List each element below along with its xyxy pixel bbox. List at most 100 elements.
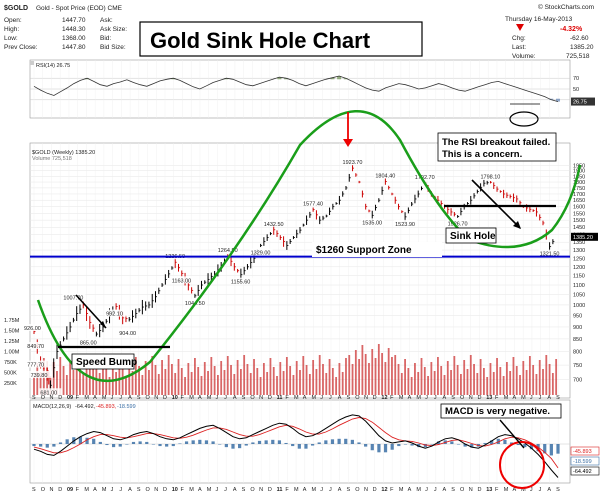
macd-histogram-bar <box>437 441 441 444</box>
macd-histogram-bar <box>165 444 169 447</box>
rsi-y-tick: 70 <box>573 76 579 82</box>
volume-bars <box>33 344 558 395</box>
price-y-tick: 950 <box>573 314 582 320</box>
price-x-tick: A <box>338 395 342 401</box>
macd-histogram-bar <box>277 440 282 444</box>
volume-bar <box>79 365 81 395</box>
macd-x-tick: D <box>58 487 62 493</box>
speed-bump-label: Speed Bump <box>76 357 137 368</box>
volume-y-tick: 500K <box>4 371 17 377</box>
price-label-bg <box>26 360 50 368</box>
volume-bar <box>545 355 548 395</box>
price-x-tick: 11 <box>277 395 283 401</box>
macd-histogram-bar <box>377 444 381 453</box>
volume-bar <box>414 363 416 395</box>
price-y-tick: 1050 <box>573 293 585 299</box>
volume-bar <box>535 374 538 395</box>
macd-x-tick: A <box>128 487 132 493</box>
macd-histogram-bar <box>357 442 361 444</box>
price-label: 926.00 <box>24 326 41 332</box>
price-label: 1923.70 <box>343 160 363 166</box>
price-label-bg <box>374 171 398 179</box>
macd-legend-signal: -45.893, <box>96 404 117 410</box>
price-label-bg <box>118 329 142 337</box>
price-y-tick: 700 <box>573 378 582 384</box>
rsi-legend: RSI(14) 26.75 <box>36 63 70 69</box>
volume-bar <box>266 372 269 395</box>
macd-legend-hist: -18.599 <box>117 404 136 410</box>
macd-histogram-bar <box>105 444 109 446</box>
price-x-tick: N <box>154 395 158 401</box>
high-value: 1448.30 <box>62 26 86 33</box>
price-label-bg <box>538 249 562 257</box>
volume-bar <box>551 373 554 395</box>
price-x-tick: D <box>163 395 167 401</box>
macd-x-tick: S <box>346 487 350 493</box>
macd-histogram-bar <box>224 444 228 448</box>
price-x-tick: N <box>364 395 368 401</box>
volume-bar <box>88 369 91 395</box>
volume-bar <box>525 370 528 395</box>
rsi-overbought-fill <box>330 77 335 80</box>
macd-legend-name: MACD(12,26,9) <box>33 404 71 410</box>
macd-x-tick: A <box>303 487 307 493</box>
volume-bar <box>519 375 521 395</box>
volume-bar <box>325 373 328 395</box>
macd-circle <box>499 441 545 489</box>
volume-bar <box>59 357 62 395</box>
volume-bar <box>210 357 213 395</box>
volume-bar <box>69 361 72 395</box>
volume-bar <box>446 361 449 395</box>
macd-x-tick: 10 <box>172 487 178 493</box>
macd-tag: -45.893 <box>573 449 592 455</box>
price-label-bg <box>229 277 253 285</box>
volume-bar <box>187 363 190 395</box>
macd-x-tick: F <box>495 487 499 493</box>
volume-bar <box>505 362 508 395</box>
last-price-tag-bg <box>571 232 598 241</box>
volume-bar <box>134 357 137 395</box>
volume-bar <box>420 358 423 395</box>
price-x-tick: O <box>460 395 465 401</box>
price-x-tick: A <box>93 395 97 401</box>
last-label: Last: <box>512 44 526 51</box>
volume-bar <box>200 376 203 395</box>
macd-x-tick: J <box>434 487 437 493</box>
volume-bar <box>302 356 305 395</box>
macd-histogram-bar <box>456 444 461 445</box>
support-label-box <box>312 242 442 257</box>
bid-label: Bid: <box>100 35 111 42</box>
volume-bar <box>246 364 249 395</box>
volume-bar <box>443 375 446 395</box>
volume-bar <box>52 362 55 395</box>
volume-y-tick: 1.00M <box>4 350 20 356</box>
volume-bar <box>456 365 459 395</box>
low-label: Low: <box>4 35 18 42</box>
rsi-oversold-fill <box>549 98 554 100</box>
volume-bar <box>381 353 383 395</box>
price-label-bg <box>302 199 326 207</box>
macd-x-tick: 12 <box>381 487 387 493</box>
volume-bar <box>404 359 406 395</box>
volume-bar <box>322 364 324 395</box>
macd-note-arrow <box>499 419 525 449</box>
speed-bump-arrowhead <box>100 321 106 328</box>
pct-change: -4.32% <box>560 26 583 33</box>
macd-x-tick: J <box>119 487 122 493</box>
macd-x-tick: J <box>425 487 428 493</box>
volume-bar <box>492 372 495 395</box>
price-x-tick: A <box>547 395 551 401</box>
macd-histogram-bar <box>423 444 427 448</box>
volume-bar <box>502 376 505 395</box>
price-x-tick: O <box>355 395 360 401</box>
bid-size-label: Bid Size: <box>100 44 126 51</box>
macd-histogram-bar <box>131 441 136 444</box>
volume-bar <box>358 359 361 395</box>
volume-bar <box>184 377 186 395</box>
volume-bar <box>433 371 436 395</box>
volume-y-tick: 1.75M <box>4 318 20 324</box>
rsi-line <box>33 75 559 102</box>
volume-bar <box>479 359 482 395</box>
volume-bar <box>391 357 393 395</box>
volume-bar <box>177 359 180 395</box>
